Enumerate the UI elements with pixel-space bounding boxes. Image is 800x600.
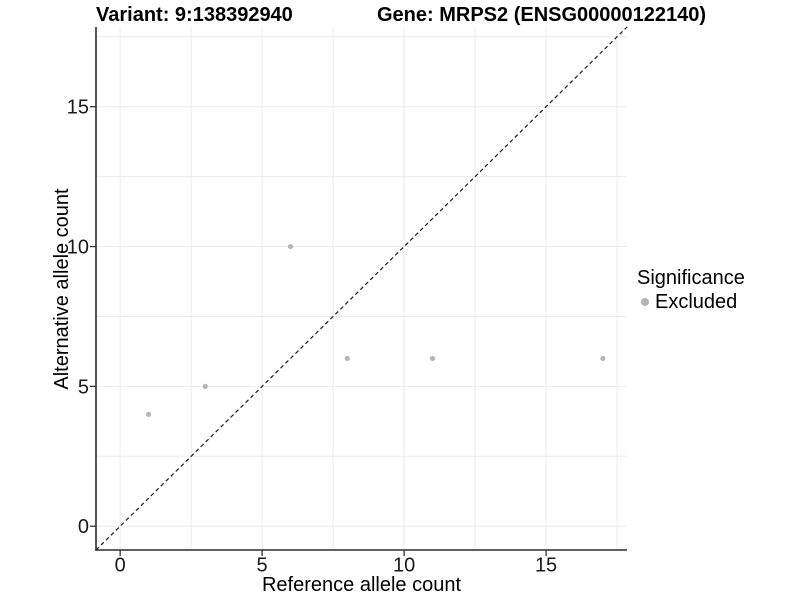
legend-title: Significance	[637, 267, 745, 289]
y-tick-label: 5	[78, 376, 89, 398]
data-point	[287, 243, 294, 250]
x-tick-label: 0	[115, 555, 126, 577]
y-axis-title: Alternative allele count	[51, 188, 73, 390]
data-point	[344, 355, 350, 362]
data-point	[145, 411, 152, 417]
variant-title: Variant: 9:138392940	[96, 4, 293, 26]
data-point	[202, 383, 208, 389]
identity-line	[95, 26, 628, 551]
excluded-point-icon	[641, 298, 649, 306]
y-tick-label: 10	[67, 237, 89, 259]
x-tick-label: 5	[257, 555, 268, 577]
y-tick-label: 15	[67, 97, 89, 119]
data-point	[600, 355, 606, 362]
x-tick-label: 15	[535, 555, 557, 577]
legend-item-excluded: Excluded	[637, 291, 745, 313]
data-point	[429, 355, 436, 362]
legend-item-label: Excluded	[655, 291, 738, 313]
gene-title: Gene: MRPS2 (ENSG00000122140)	[377, 4, 707, 26]
x-tick-label: 10	[393, 555, 415, 577]
legend: Significance Excluded	[637, 266, 745, 313]
y-tick-label: 0	[78, 516, 89, 538]
x-axis-title: Reference allele count	[261, 574, 461, 596]
